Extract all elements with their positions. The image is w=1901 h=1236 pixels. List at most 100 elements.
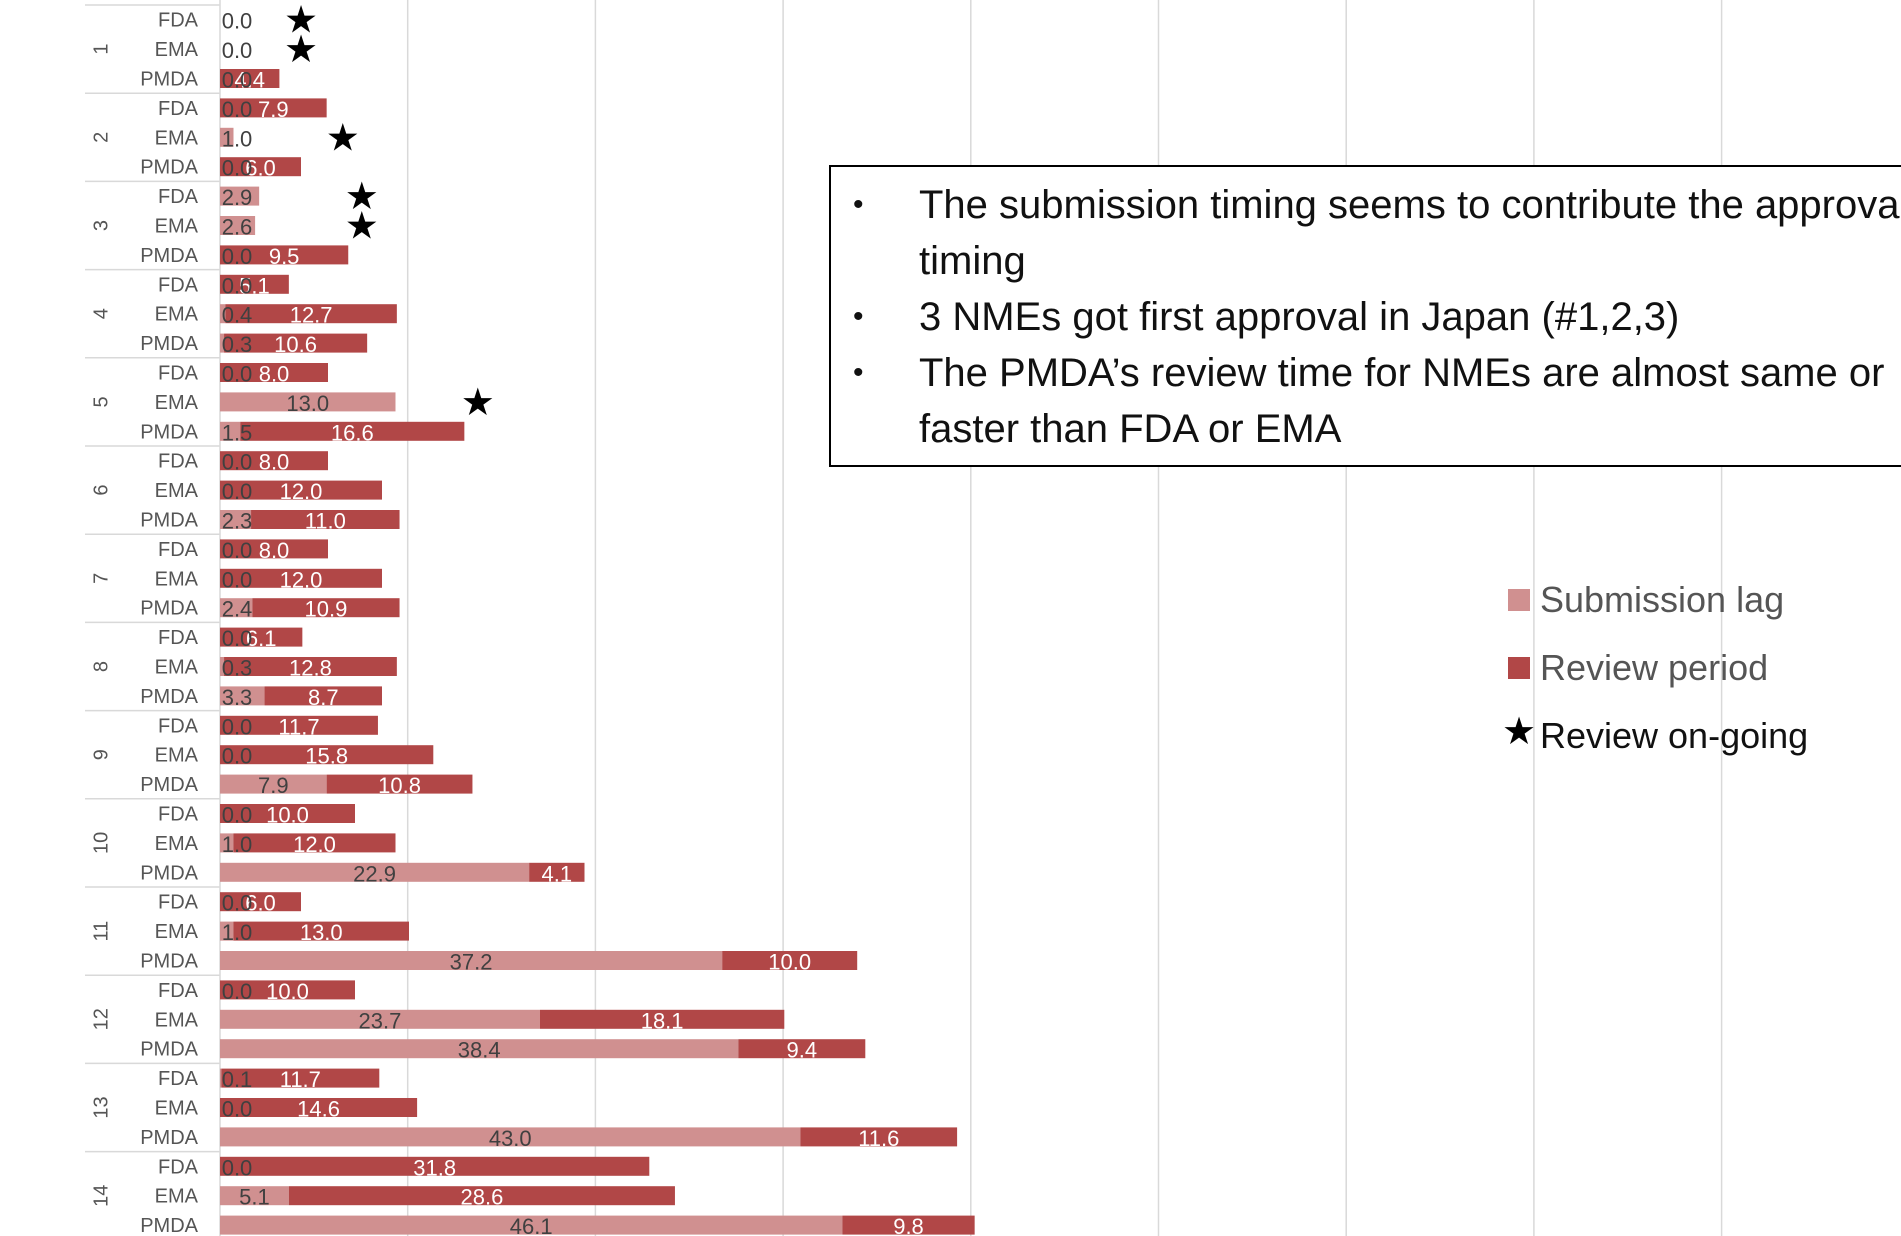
lag-value-label: 2.3 — [222, 509, 253, 534]
lag-value-label: 0.3 — [222, 332, 253, 357]
agency-label: EMA — [155, 1186, 199, 1208]
agency-label: PMDA — [140, 333, 198, 355]
bar-review-period — [221, 1068, 380, 1088]
legend-label-lag: Submission lag — [1540, 579, 1785, 620]
review-value-label: 10.8 — [378, 773, 421, 798]
callout-bullet-1: • The submission timing seems to contribu… — [831, 177, 1901, 289]
bar-submission-lag — [220, 598, 253, 618]
bar-review-period — [529, 862, 585, 882]
lag-value-label: 38.4 — [458, 1038, 501, 1063]
agency-label: FDA — [158, 804, 199, 826]
lag-value-label: 23.7 — [359, 1008, 402, 1033]
agency-label: PMDA — [140, 421, 198, 443]
lag-value-label: 0.0 — [222, 38, 253, 63]
review-value-label: 9.8 — [893, 1214, 924, 1236]
group-label: 4 — [90, 308, 112, 319]
review-value-label: 13.0 — [300, 920, 343, 945]
lag-value-label: 0.3 — [222, 656, 253, 681]
lag-value-label: 0.0 — [222, 891, 253, 916]
review-value-label: 6.0 — [245, 156, 276, 181]
lag-value-label: 2.6 — [222, 215, 253, 240]
callout-bullet-2: • 3 NMEs got first approval in Japan (#1,… — [831, 289, 1901, 345]
agency-label: PMDA — [140, 862, 198, 884]
group-label: 7 — [90, 573, 112, 584]
star-icon: ★ — [284, 0, 318, 42]
review-value-label: 10.0 — [768, 950, 811, 975]
lag-value-label: 0.0 — [222, 450, 253, 475]
agency-label: FDA — [158, 451, 199, 473]
agency-label: FDA — [158, 892, 199, 914]
bar-review-period — [220, 1098, 418, 1117]
lag-value-label: 0.0 — [222, 1097, 253, 1122]
star-icon: ★ — [345, 176, 379, 218]
agency-label: FDA — [158, 539, 199, 561]
review-value-label: 12.8 — [289, 656, 332, 681]
callout-text-1: The submission timing seems to contribut… — [919, 183, 1901, 283]
agency-label: PMDA — [140, 951, 198, 973]
agency-label: PMDA — [140, 69, 198, 91]
group-label: 6 — [90, 485, 112, 496]
bar-review-period — [220, 245, 349, 265]
bar-review-period — [220, 274, 289, 294]
group-label: 12 — [90, 1008, 112, 1030]
agency-label: EMA — [155, 657, 199, 679]
bar-review-period — [220, 69, 280, 88]
agency-label: PMDA — [140, 1127, 198, 1149]
agency-label: FDA — [158, 1156, 199, 1178]
review-value-label: 8.7 — [308, 685, 339, 710]
lag-value-label: 0.0 — [222, 362, 253, 387]
review-value-label: 4.4 — [234, 68, 265, 93]
agency-label: PMDA — [140, 245, 198, 267]
bar-review-period — [220, 568, 382, 588]
lag-value-label: 0.0 — [222, 97, 253, 122]
bar-submission-lag — [220, 921, 234, 941]
review-value-label: 9.4 — [787, 1038, 818, 1063]
bar-review-period — [220, 451, 328, 471]
lag-value-label: 0.0 — [222, 156, 253, 181]
lag-value-label: 2.4 — [222, 597, 253, 622]
agency-label: EMA — [155, 216, 199, 238]
bar-review-period — [252, 598, 400, 618]
bar-review-period — [220, 892, 301, 912]
lag-value-label: 0.0 — [222, 803, 253, 828]
bar-review-period — [251, 510, 400, 529]
bar-submission-lag — [220, 1186, 289, 1206]
agency-label: EMA — [155, 568, 199, 590]
lag-value-label: 0.0 — [222, 714, 253, 739]
group-label: 2 — [90, 132, 112, 143]
agency-label: FDA — [158, 274, 199, 296]
bar-review-period — [220, 1156, 650, 1176]
group-label: 9 — [90, 749, 112, 760]
callout-box: • The submission timing seems to contribu… — [829, 165, 1901, 467]
lag-value-label: 1.0 — [222, 832, 253, 857]
lag-value-label: 2.9 — [222, 185, 253, 210]
review-value-label: 8.0 — [259, 362, 290, 387]
bar-submission-lag — [220, 833, 234, 853]
lag-value-label: 0.0 — [222, 68, 253, 93]
bar-submission-lag — [220, 657, 225, 676]
review-value-label: 8.0 — [259, 450, 290, 475]
review-value-label: 7.9 — [258, 97, 289, 122]
legend-swatch-lag — [1508, 589, 1530, 611]
group-label: 1 — [90, 44, 112, 55]
review-value-label: 11.7 — [278, 714, 319, 739]
lag-value-label: 7.9 — [258, 773, 289, 798]
review-value-label: 11.7 — [280, 1067, 321, 1092]
legend-label-ongoing: Review on-going — [1540, 715, 1809, 756]
agency-label: EMA — [155, 921, 199, 943]
bar-review-period — [233, 833, 396, 853]
bullet-icon: • — [853, 188, 864, 221]
agency-label: FDA — [158, 980, 199, 1002]
bar-review-period — [224, 333, 368, 353]
bar-submission-lag — [220, 686, 265, 706]
bar-review-period — [842, 1215, 975, 1235]
bar-review-period — [326, 774, 473, 794]
star-icon: ★ — [1502, 711, 1537, 753]
bar-submission-lag — [220, 421, 241, 441]
lag-value-label: 0.0 — [222, 273, 253, 298]
bar-review-period — [220, 539, 328, 559]
bar-submission-lag — [220, 774, 327, 794]
bar-review-period — [738, 1039, 866, 1059]
agency-label: FDA — [158, 98, 199, 120]
review-value-label: 5.1 — [239, 273, 270, 298]
